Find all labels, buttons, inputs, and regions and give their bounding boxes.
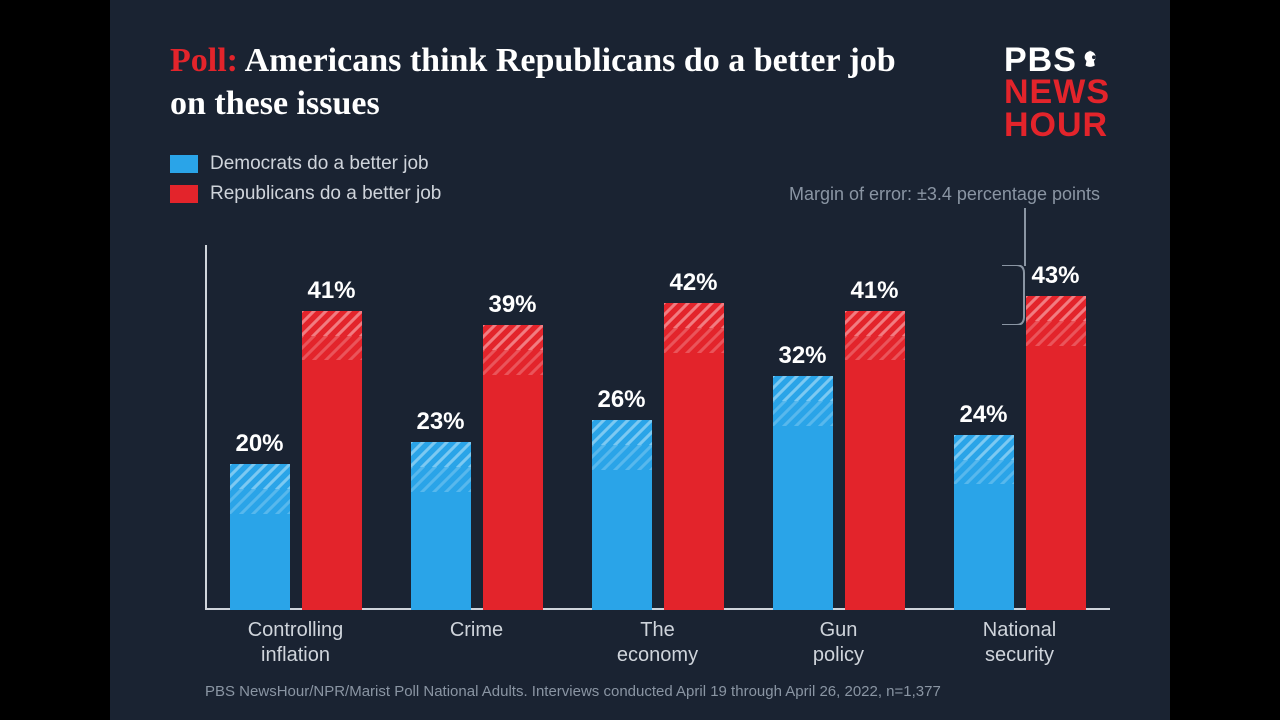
rep-bar: 41% — [845, 277, 905, 610]
pbs-head-icon — [1081, 49, 1103, 71]
bar-rect — [845, 311, 905, 610]
rep-bar: 41% — [302, 277, 362, 610]
bar-value-label: 42% — [669, 269, 717, 297]
logo-line-news: NEWS — [1004, 76, 1110, 108]
bar-value-label: 41% — [307, 277, 355, 305]
dem-bar: 24% — [954, 401, 1014, 610]
bar-group: 23% 39% — [411, 291, 543, 610]
category-label: Theeconomy — [583, 618, 733, 668]
bar-value-label: 43% — [1031, 262, 1079, 290]
legend-swatch-democrats — [170, 155, 198, 173]
dem-bar: 23% — [411, 408, 471, 610]
bar-value-label: 39% — [488, 291, 536, 319]
dem-bar: 20% — [230, 430, 290, 610]
bar-rect — [954, 435, 1014, 610]
chart-title: Poll: Americans think Republicans do a b… — [170, 40, 900, 125]
bar-value-label: 20% — [235, 430, 283, 458]
legend-swatch-republicans — [170, 185, 198, 203]
rep-bar: 39% — [483, 291, 543, 610]
bar-rect — [411, 442, 471, 610]
bar-value-label: 32% — [778, 342, 826, 370]
logo-line-hour: HOUR — [1004, 109, 1110, 141]
bar-groups: 20% 41% 23% 39% 26% 42% 32% 41% 24% 43% — [205, 245, 1110, 610]
category-labels: Controllinginflation Crime Theeconomy Gunpo… — [205, 618, 1110, 668]
pbs-newshour-logo: PBS NEWS HOUR — [1004, 44, 1110, 141]
bar-value-label: 23% — [416, 408, 464, 436]
category-label: Controllinginflation — [221, 618, 371, 668]
bar-rect — [302, 311, 362, 610]
chart-area: 20% 41% 23% 39% 26% 42% 32% 41% 24% 43% — [205, 245, 1110, 610]
legend-label-republicans: Republicans do a better job — [210, 183, 441, 205]
rep-bar: 43% — [1026, 262, 1086, 610]
chart-panel: Poll: Americans think Republicans do a b… — [110, 0, 1170, 720]
category-label: Gunpolicy — [764, 618, 914, 668]
category-label: Crime — [402, 618, 552, 668]
legend-label-democrats: Democrats do a better job — [210, 153, 429, 175]
category-label: Nationalsecurity — [945, 618, 1095, 668]
bar-group: 20% 41% — [230, 277, 362, 610]
bar-rect — [1026, 296, 1086, 610]
bar-rect — [773, 376, 833, 610]
bar-group: 24% 43% — [954, 262, 1086, 610]
source-footnote: PBS NewsHour/NPR/Marist Poll National Ad… — [205, 683, 1110, 700]
logo-line-pbs: PBS — [1004, 44, 1110, 76]
title-rest: Americans think Republicans do a better … — [170, 42, 896, 122]
bar-rect — [592, 420, 652, 610]
bar-group: 26% 42% — [592, 269, 724, 610]
bar-value-label: 26% — [597, 386, 645, 414]
margin-of-error-note: Margin of error: ±3.4 percentage points — [789, 184, 1100, 205]
bar-value-label: 41% — [850, 277, 898, 305]
rep-bar: 42% — [664, 269, 724, 610]
bar-rect — [230, 464, 290, 610]
bar-value-label: 24% — [959, 401, 1007, 429]
legend-item-democrats: Democrats do a better job — [170, 153, 1110, 175]
bar-group: 32% 41% — [773, 277, 905, 610]
bar-rect — [483, 325, 543, 610]
title-prefix: Poll: — [170, 42, 238, 79]
bar-rect — [664, 303, 724, 610]
dem-bar: 26% — [592, 386, 652, 610]
header: Poll: Americans think Republicans do a b… — [170, 40, 1110, 125]
dem-bar: 32% — [773, 342, 833, 610]
